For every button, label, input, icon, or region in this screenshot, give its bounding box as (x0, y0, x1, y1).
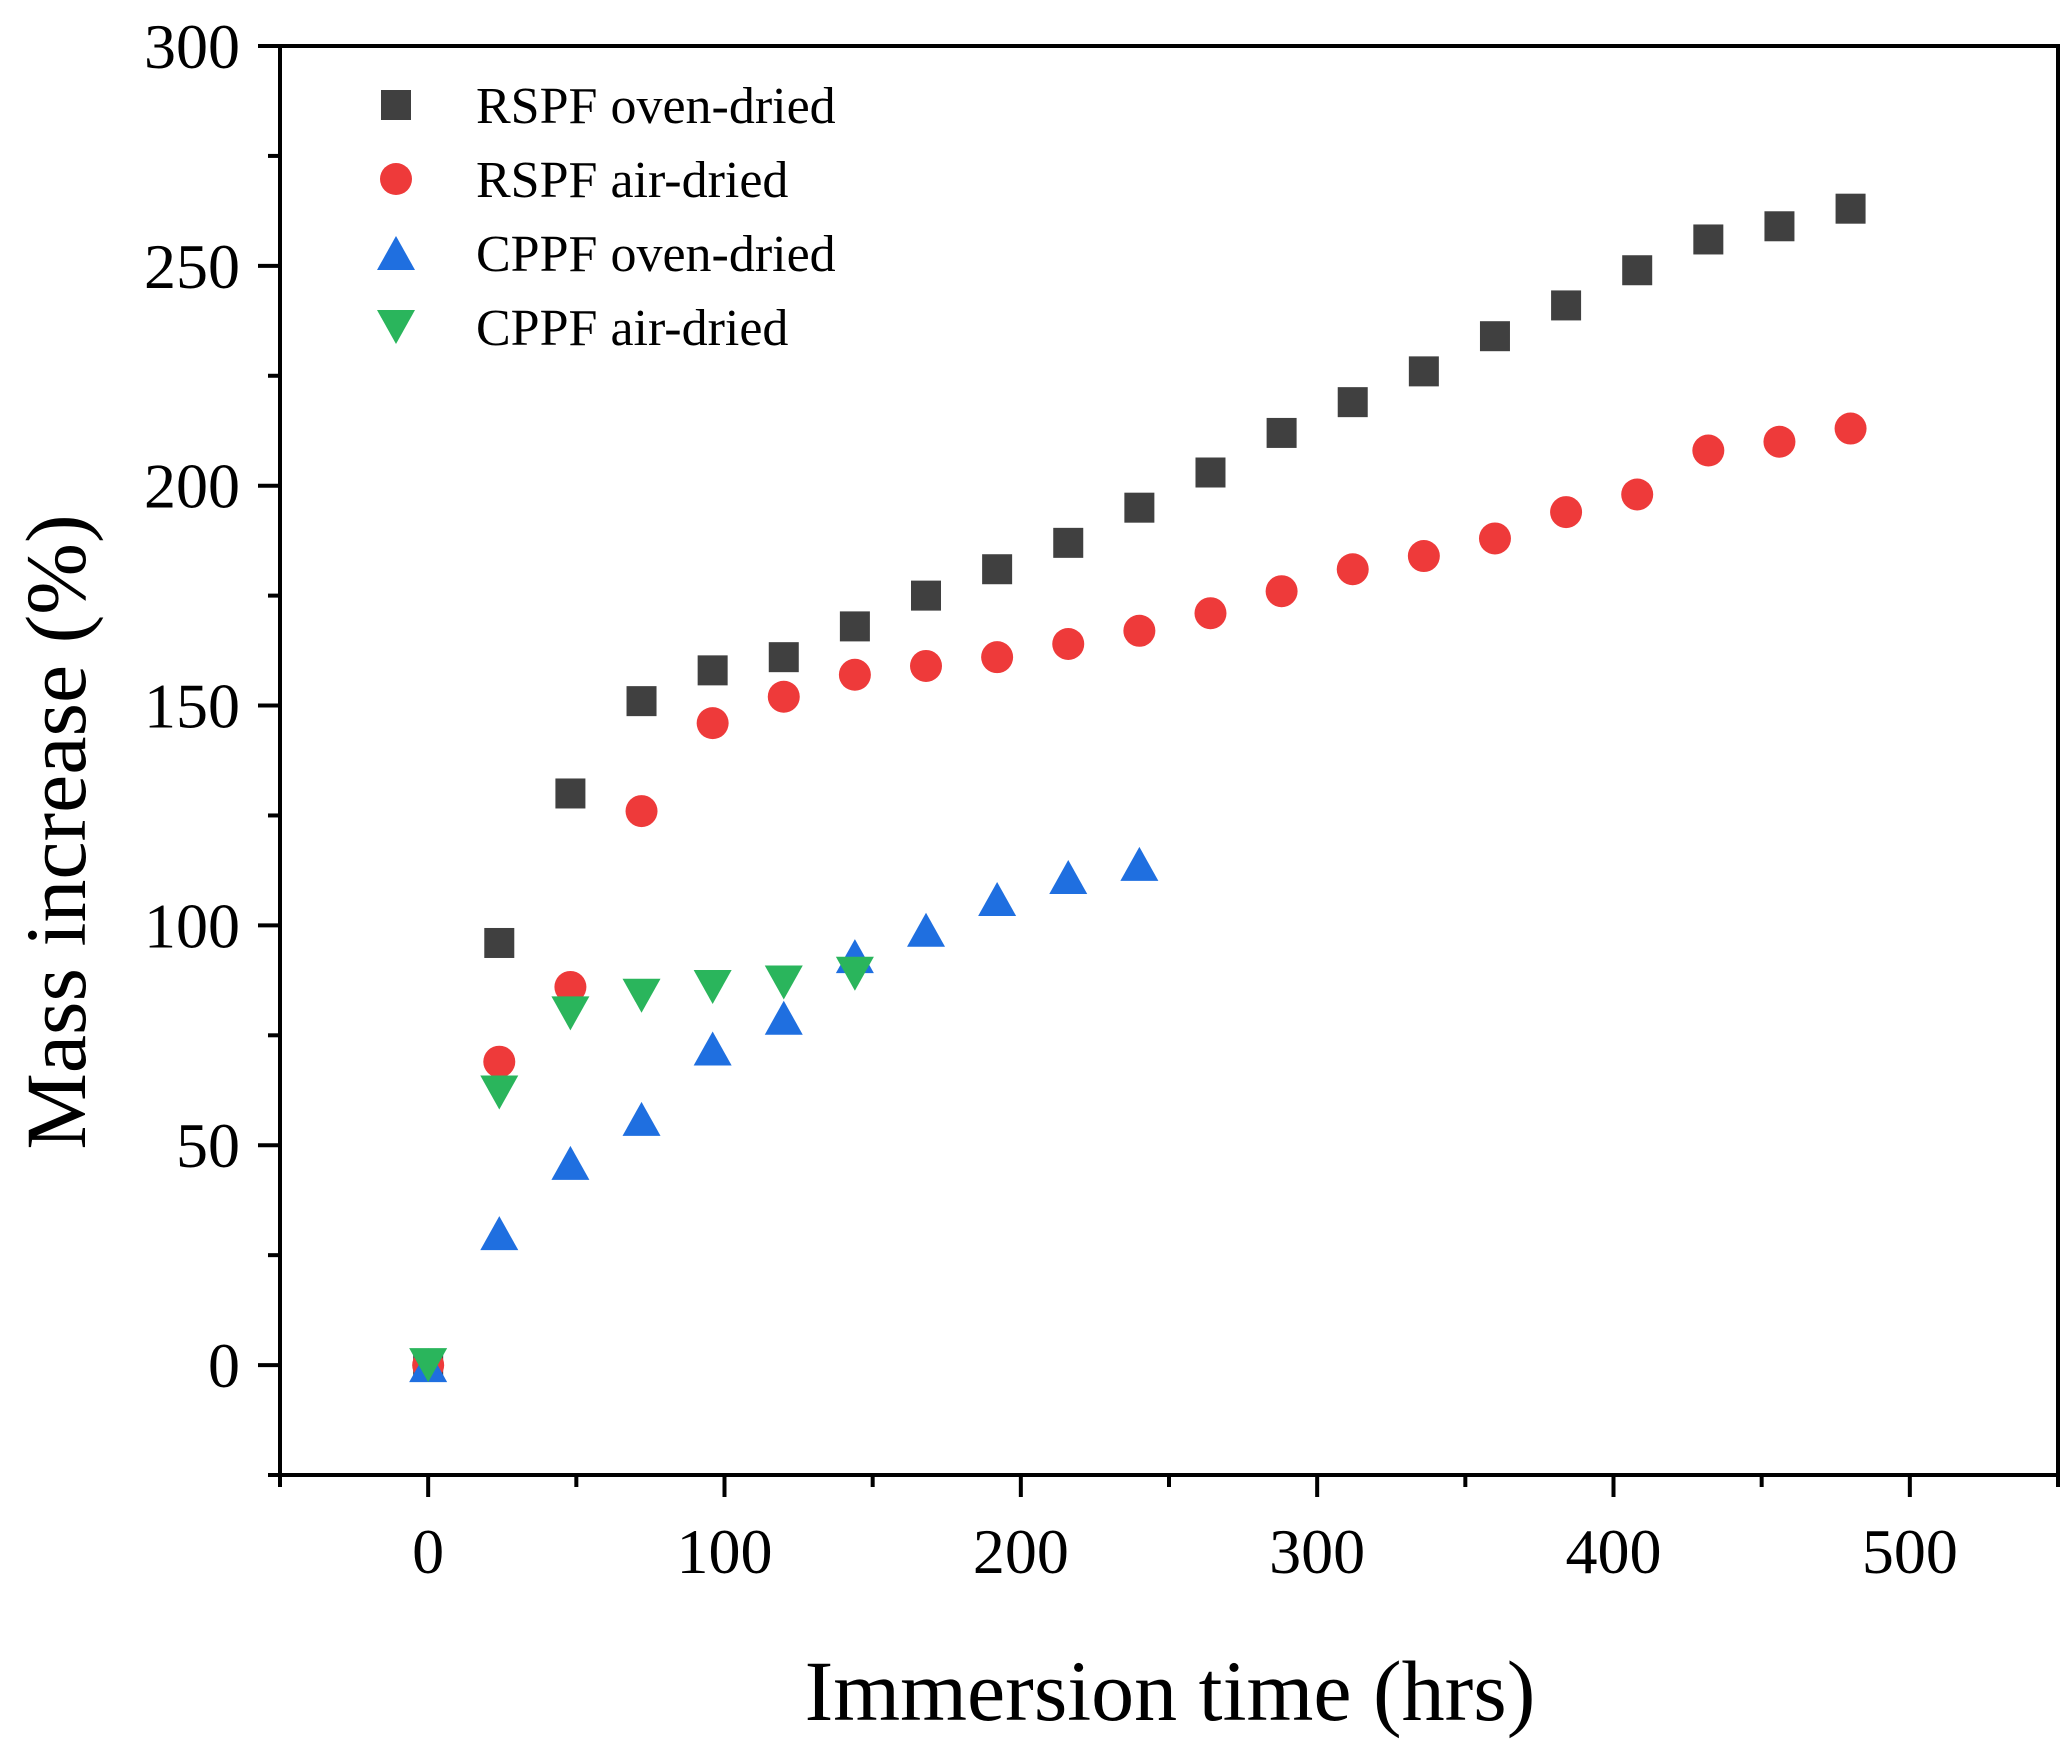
x-tick-label: 500 (1862, 1516, 1958, 1587)
x-tick-label: 200 (973, 1516, 1069, 1587)
series-cppf-oven-dried (409, 846, 1159, 1383)
legend-label: RSPF air-dried (476, 152, 788, 209)
data-point (551, 996, 590, 1031)
data-point (1408, 356, 1439, 387)
data-point (1621, 478, 1654, 511)
x-tick-label: 300 (1269, 1516, 1365, 1587)
series-cppf-air-dried (409, 956, 874, 1383)
data-point (1550, 496, 1583, 529)
data-point (1764, 211, 1795, 242)
y-tick-label: 100 (144, 890, 240, 961)
data-point (1692, 434, 1725, 467)
legend-marker (381, 90, 411, 120)
series-rspf-air-dried (412, 412, 1867, 1382)
data-point (697, 655, 728, 686)
data-point (1834, 412, 1867, 445)
data-point (1551, 290, 1582, 321)
data-point (409, 1348, 448, 1383)
x-axis-title: Immersion time (hrs) (805, 1643, 1536, 1739)
data-point (1478, 522, 1511, 555)
legend-marker (377, 236, 415, 270)
data-point (622, 1101, 661, 1136)
data-point (551, 1145, 590, 1180)
data-point (1407, 540, 1440, 573)
data-point (484, 927, 515, 958)
legend-item: CPPF air-dried (377, 300, 788, 357)
data-point (693, 1031, 732, 1066)
data-point (480, 1216, 519, 1251)
y-tick-label: 0 (208, 1330, 240, 1401)
legend-label: RSPF oven-dried (476, 78, 836, 135)
data-point (696, 707, 729, 740)
data-point (1835, 193, 1866, 224)
data-point (555, 778, 586, 809)
legend-label: CPPF oven-dried (476, 226, 836, 283)
data-point (768, 642, 799, 673)
legend-item: CPPF oven-dried (377, 226, 836, 283)
data-point (1336, 553, 1369, 586)
y-tick-label: 300 (144, 11, 240, 82)
data-point (907, 912, 946, 947)
tick-marks (258, 44, 2060, 1497)
data-point (839, 611, 870, 642)
data-point (1123, 614, 1156, 647)
x-tick-label: 400 (1566, 1516, 1662, 1587)
data-point (1693, 224, 1724, 255)
legend-label: CPPF air-dried (476, 300, 788, 357)
data-point (1049, 860, 1088, 895)
data-point (1194, 597, 1227, 630)
legend: RSPF oven-dried RSPF air-dried CPPF oven-d… (377, 78, 836, 357)
data-point (911, 580, 942, 611)
data-point (1124, 492, 1155, 523)
data-point (1265, 575, 1298, 608)
y-tick-label: 200 (144, 451, 240, 522)
y-axis-title: Mass increase (%) (8, 514, 104, 1149)
data-point (978, 882, 1017, 917)
legend-item: RSPF oven-dried (381, 78, 836, 135)
data-point (764, 1000, 803, 1035)
data-point (626, 686, 657, 717)
data-point (554, 970, 587, 1003)
legend-item: RSPF air-dried (380, 152, 788, 209)
series-rspf-oven-dried (413, 193, 1866, 1381)
data-point (483, 1045, 516, 1078)
data-point (480, 1075, 519, 1110)
data-point (1195, 457, 1226, 488)
data-point (1053, 527, 1084, 558)
data-point (1337, 387, 1368, 418)
data-point (1763, 425, 1796, 458)
data-points (409, 193, 1867, 1383)
legend-marker (380, 163, 412, 195)
data-point (1266, 417, 1297, 448)
data-point (764, 965, 803, 1000)
x-tick-label: 100 (677, 1516, 773, 1587)
tick-labels: 0 100 200 300 400 500 0 50 100 150 200 250 300 (144, 11, 1958, 1587)
data-point (625, 795, 658, 828)
y-tick-label: 50 (176, 1110, 240, 1181)
data-point (1479, 321, 1510, 352)
data-point (767, 680, 800, 713)
data-point (622, 978, 661, 1013)
legend-marker (377, 310, 415, 344)
data-point (981, 641, 1014, 674)
data-point (1120, 846, 1159, 881)
data-point (835, 956, 874, 991)
data-point (1052, 627, 1085, 660)
data-point (910, 649, 943, 682)
y-tick-label: 150 (144, 671, 240, 742)
data-point (693, 969, 732, 1004)
data-point (838, 658, 871, 691)
y-tick-label: 250 (144, 231, 240, 302)
data-point (982, 554, 1013, 585)
data-point (1622, 255, 1653, 286)
x-tick-label: 0 (412, 1516, 444, 1587)
